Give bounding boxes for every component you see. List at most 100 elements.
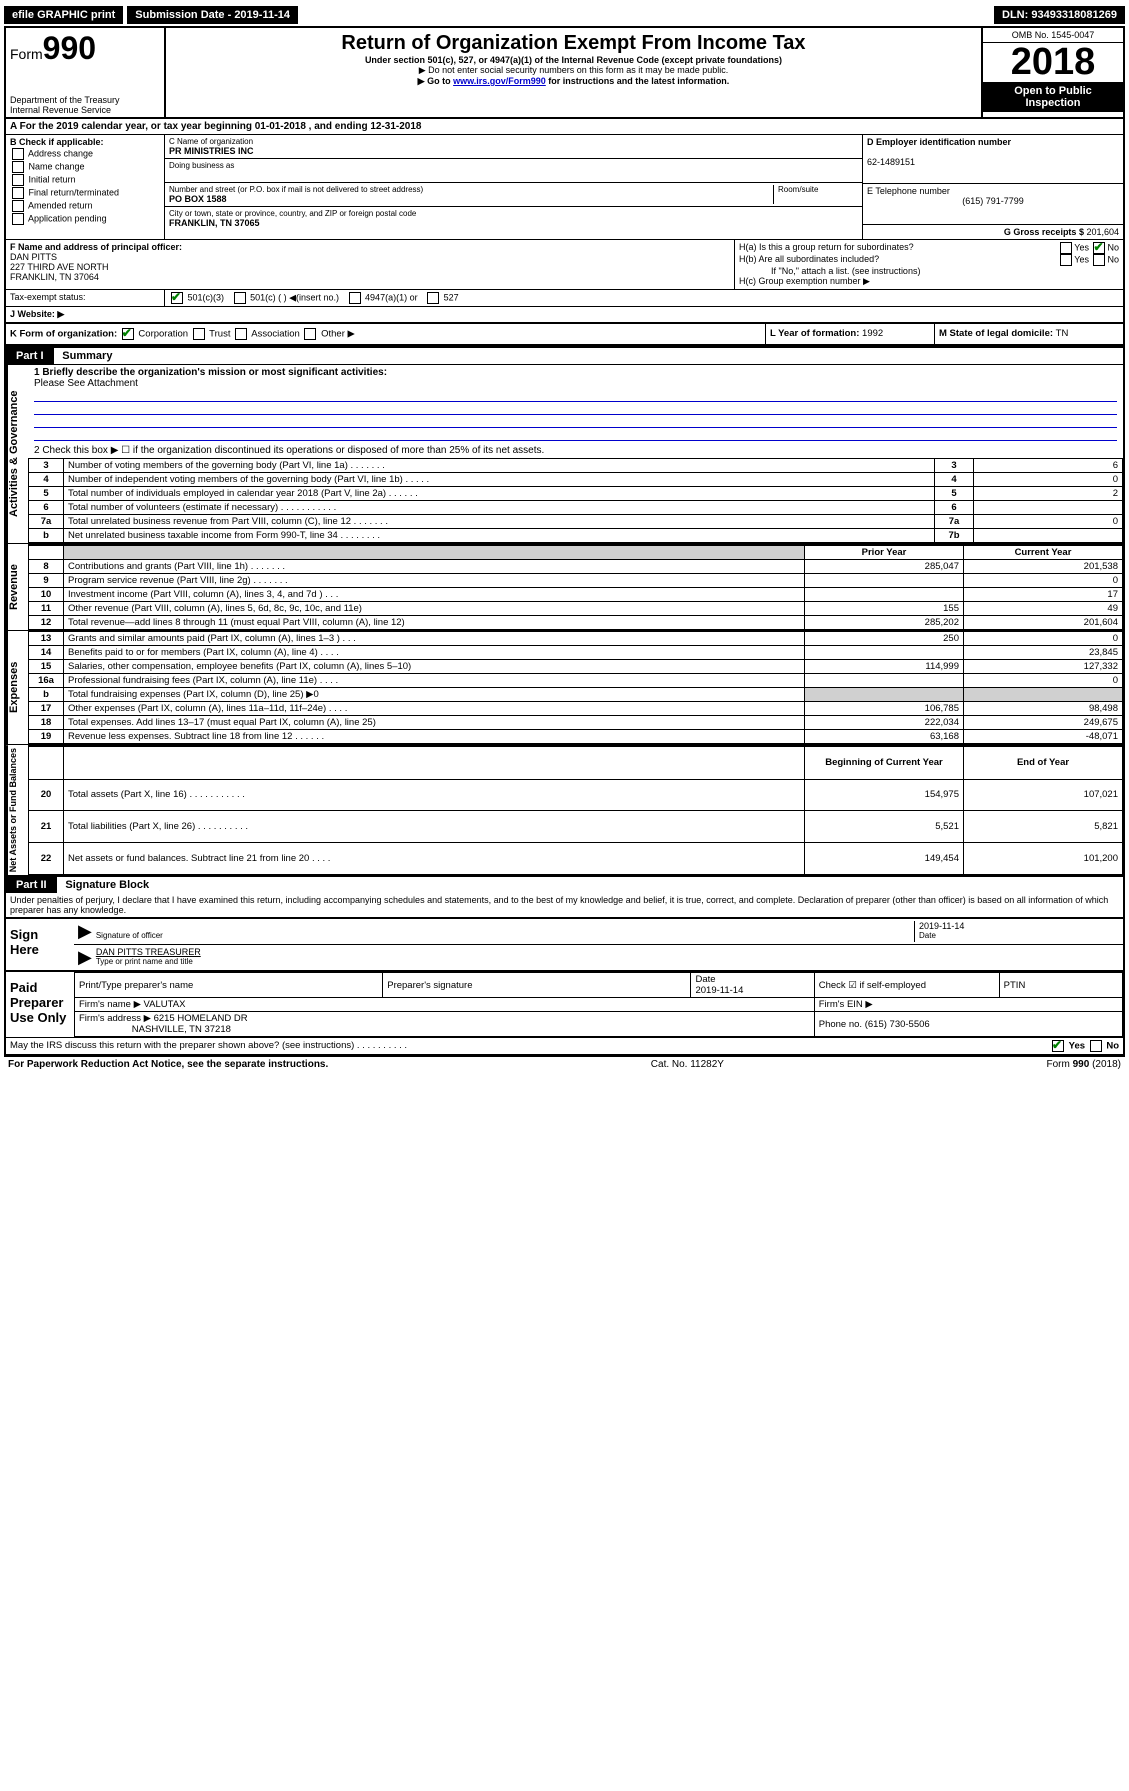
firm-city: NASHVILLE, TN 37218	[132, 1024, 231, 1035]
gov-table: 3Number of voting members of the governi…	[28, 458, 1123, 543]
i-501c: 501(c) ( ) ◀(insert no.)	[250, 292, 339, 302]
firm-phone-label: Phone no.	[819, 1019, 865, 1030]
perjury: Under penalties of perjury, I declare th…	[6, 893, 1123, 917]
check-self: Check ☑ if self-employed	[814, 973, 999, 998]
prep-date-label: Date	[695, 974, 715, 985]
cb-501c3[interactable]	[171, 292, 183, 304]
catno: Cat. No. 11282Y	[651, 1059, 724, 1070]
submission-date-button[interactable]: Submission Date - 2019-11-14	[127, 6, 298, 24]
firm-ein-label: Firm's EIN ▶	[814, 998, 1122, 1012]
open-public-label: Open to Public Inspection	[983, 81, 1123, 112]
period-end: 12-31-2018	[370, 121, 421, 132]
q1: 1 Briefly describe the organization's mi…	[34, 367, 387, 378]
cb-assoc[interactable]	[235, 328, 247, 340]
cb-trust[interactable]	[193, 328, 205, 340]
form-number: 990	[43, 30, 96, 66]
f-label: F Name and address of principal officer:	[10, 242, 182, 252]
k-corp: Corporation	[138, 329, 188, 340]
k-other: Other ▶	[321, 329, 355, 340]
check-applicable: B Check if applicable: Address change Na…	[6, 135, 165, 239]
sig-officer-label: Signature of officer	[96, 931, 914, 940]
prep-name-label: Print/Type preparer's name	[75, 973, 383, 998]
phone: (615) 791-7799	[867, 196, 1119, 206]
cb-4947[interactable]	[349, 292, 361, 304]
preparer-table: Print/Type preparer's name Preparer's si…	[74, 972, 1123, 1037]
firm-phone: (615) 730-5506	[865, 1019, 930, 1030]
discuss-row: May the IRS discuss this return with the…	[6, 1037, 1123, 1054]
cb-initial[interactable]: Initial return	[10, 174, 160, 186]
klm-row: K Form of organization: Corporation Trus…	[6, 323, 1123, 346]
discuss-no[interactable]	[1090, 1040, 1102, 1052]
d-label: D Employer identification number	[867, 137, 1011, 147]
efile-print-button[interactable]: efile GRAPHIC print	[4, 6, 123, 24]
firm-name: VALUTAX	[144, 999, 186, 1010]
governance-section: Activities & Governance 1 Briefly descri…	[6, 364, 1123, 543]
footer: For Paperwork Reduction Act Notice, see …	[4, 1056, 1125, 1072]
j-label: J Website: ▶	[10, 309, 64, 319]
m-label: M State of legal domicile:	[939, 328, 1056, 339]
hc-label: H(c) Group exemption number ▶	[739, 276, 1119, 287]
spacer	[302, 12, 990, 18]
hb-no[interactable]	[1093, 254, 1105, 266]
ha-no[interactable]	[1093, 242, 1105, 254]
l-val: 1992	[862, 328, 883, 339]
dba-label: Doing business as	[169, 161, 858, 170]
dept-label: Department of the Treasury Internal Reve…	[10, 95, 160, 115]
type-name-label: Type or print name and title	[96, 957, 1119, 966]
prep-date: 2019-11-14	[695, 985, 743, 996]
k-assoc: Association	[251, 329, 300, 340]
subtitle-1: Under section 501(c), 527, or 4947(a)(1)…	[170, 55, 977, 65]
m-val: TN	[1056, 328, 1069, 339]
period-pre: A For the 2019 calendar year, or tax yea…	[10, 121, 255, 132]
tax-exempt-row: Tax-exempt status: 501(c)(3) 501(c) ( ) …	[6, 290, 1123, 307]
side-net: Net Assets or Fund Balances	[6, 745, 28, 875]
f-addr: 227 THIRD AVE NORTH FRANKLIN, TN 37064	[10, 262, 109, 282]
arrow-icon: ▶	[78, 921, 92, 942]
cb-pending[interactable]: Application pending	[10, 213, 160, 225]
cb-501c[interactable]	[234, 292, 246, 304]
entity-right: D Employer identification number 62-1489…	[862, 135, 1123, 239]
cb-corp[interactable]	[122, 328, 134, 340]
i-label: Tax-exempt status:	[6, 290, 165, 306]
irs-link[interactable]: www.irs.gov/Form990	[453, 76, 546, 86]
rev-table: Prior YearCurrent Year8Contributions and…	[28, 544, 1123, 630]
open-1: Open to Public	[1014, 85, 1092, 97]
sub3-pre: ▶ Go to	[418, 76, 453, 86]
i-501c3: 501(c)(3)	[188, 292, 225, 302]
side-exp: Expenses	[6, 631, 28, 744]
org-name: PR MINISTRIES INC	[169, 146, 858, 156]
paperwork: For Paperwork Reduction Act Notice, see …	[8, 1059, 328, 1070]
i-4947: 4947(a)(1) or	[365, 292, 418, 302]
check-b-label: B Check if applicable:	[10, 137, 104, 147]
form-title: Return of Organization Exempt From Incom…	[170, 32, 977, 55]
discuss-yes[interactable]	[1052, 1040, 1064, 1052]
cb-amended[interactable]: Amended return	[10, 200, 160, 212]
part1-title: Summary	[56, 350, 112, 362]
cb-527[interactable]	[427, 292, 439, 304]
i-527: 527	[444, 292, 459, 302]
top-bar: efile GRAPHIC print Submission Date - 20…	[4, 4, 1125, 26]
cb-final[interactable]: Final return/terminated	[10, 187, 160, 199]
k-trust: Trust	[209, 329, 230, 340]
hb-yes[interactable]	[1060, 254, 1072, 266]
paid-prep-label: Paid Preparer Use Only	[6, 972, 74, 1037]
ptin-label: PTIN	[999, 973, 1122, 998]
period-mid: , and ending	[309, 121, 371, 132]
firm-addr: 6215 HOMELAND DR	[154, 1013, 248, 1024]
firm-addr-label: Firm's address ▶	[79, 1013, 154, 1024]
form-header: Form990 Department of the Treasury Inter…	[6, 28, 1123, 119]
form-prefix: Form	[10, 46, 43, 62]
fh-row: F Name and address of principal officer:…	[6, 240, 1123, 290]
firm-name-label: Firm's name ▶	[79, 999, 144, 1010]
cb-other[interactable]	[304, 328, 316, 340]
sign-here-label: Sign Here	[6, 919, 74, 970]
cb-address[interactable]: Address change	[10, 148, 160, 160]
sign-here: Sign Here ▶ Signature of officer 2019-11…	[6, 917, 1123, 970]
prep-sig-label: Preparer's signature	[383, 973, 691, 998]
website-row: J Website: ▶	[6, 307, 1123, 323]
header-year: OMB No. 1545-0047 2018 Open to Public In…	[981, 28, 1123, 117]
cb-name[interactable]: Name change	[10, 161, 160, 173]
ha-yes[interactable]	[1060, 242, 1072, 254]
l-label: L Year of formation:	[770, 328, 862, 339]
sub3-post: for instructions and the latest informat…	[546, 76, 730, 86]
